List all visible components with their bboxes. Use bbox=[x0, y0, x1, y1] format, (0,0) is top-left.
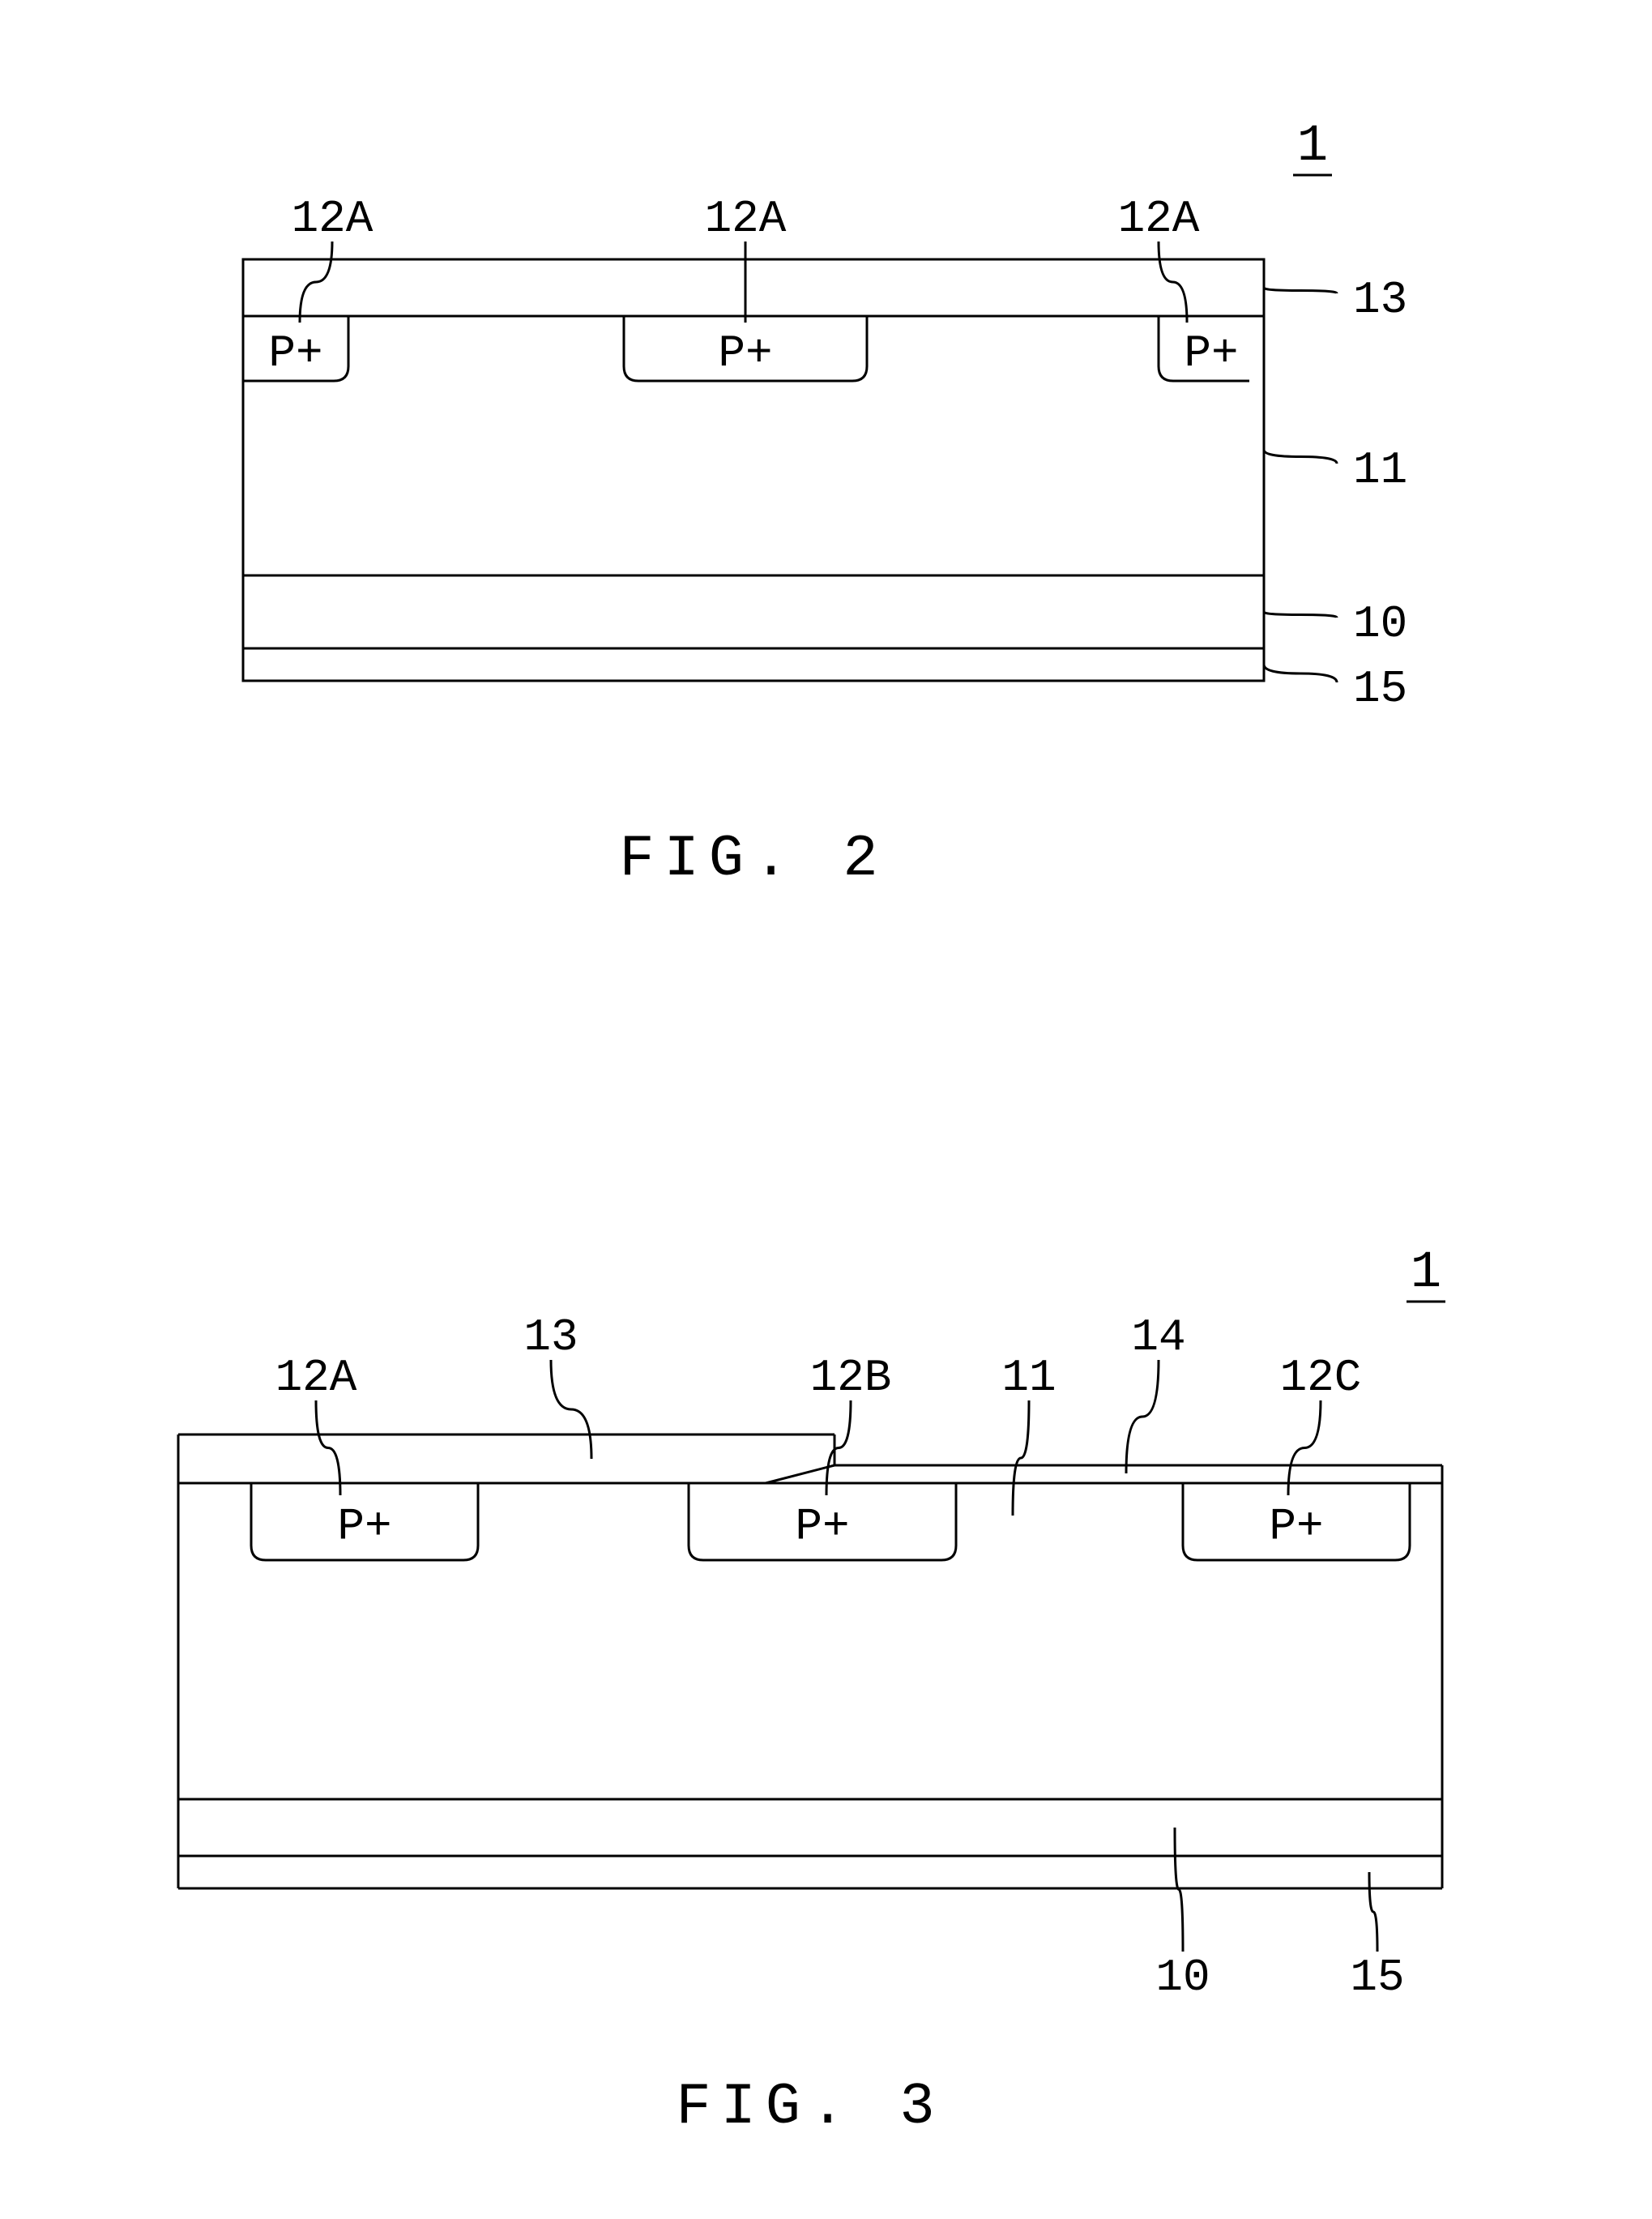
svg-text:14: 14 bbox=[1131, 1311, 1185, 1363]
svg-text:P+: P+ bbox=[1184, 327, 1238, 379]
svg-text:13: 13 bbox=[1353, 274, 1407, 326]
svg-text:11: 11 bbox=[1001, 1352, 1056, 1404]
svg-text:12A: 12A bbox=[705, 193, 787, 245]
fig2-outline bbox=[243, 259, 1264, 681]
svg-text:13: 13 bbox=[523, 1311, 578, 1363]
fig3: P+ P+ P+ 12A 13 12B 11 14 12C 10 15 1 FIG. 3 bbox=[178, 1244, 1445, 2140]
svg-text:12A: 12A bbox=[1118, 193, 1200, 245]
svg-text:12A: 12A bbox=[275, 1352, 357, 1404]
svg-text:FIG. 2: FIG. 2 bbox=[619, 826, 887, 892]
svg-text:12A: 12A bbox=[292, 193, 374, 245]
svg-text:1: 1 bbox=[1411, 1244, 1441, 1302]
svg-text:FIG. 3: FIG. 3 bbox=[676, 2074, 944, 2140]
fig2: P+ P+ P+ 12A 12A 12A 13 11 10 15 1 FIG. 2 bbox=[243, 118, 1407, 892]
svg-text:15: 15 bbox=[1350, 1952, 1404, 2003]
svg-text:11: 11 bbox=[1353, 444, 1407, 496]
svg-text:P+: P+ bbox=[337, 1500, 391, 1552]
svg-text:P+: P+ bbox=[795, 1500, 849, 1552]
svg-text:1: 1 bbox=[1297, 118, 1328, 176]
svg-text:P+: P+ bbox=[718, 327, 772, 379]
svg-text:12B: 12B bbox=[810, 1352, 892, 1404]
svg-text:10: 10 bbox=[1353, 598, 1407, 650]
svg-text:P+: P+ bbox=[268, 327, 322, 379]
svg-text:P+: P+ bbox=[1269, 1500, 1323, 1552]
svg-text:15: 15 bbox=[1353, 663, 1407, 715]
svg-text:10: 10 bbox=[1155, 1952, 1210, 2003]
svg-text:12C: 12C bbox=[1280, 1352, 1362, 1404]
